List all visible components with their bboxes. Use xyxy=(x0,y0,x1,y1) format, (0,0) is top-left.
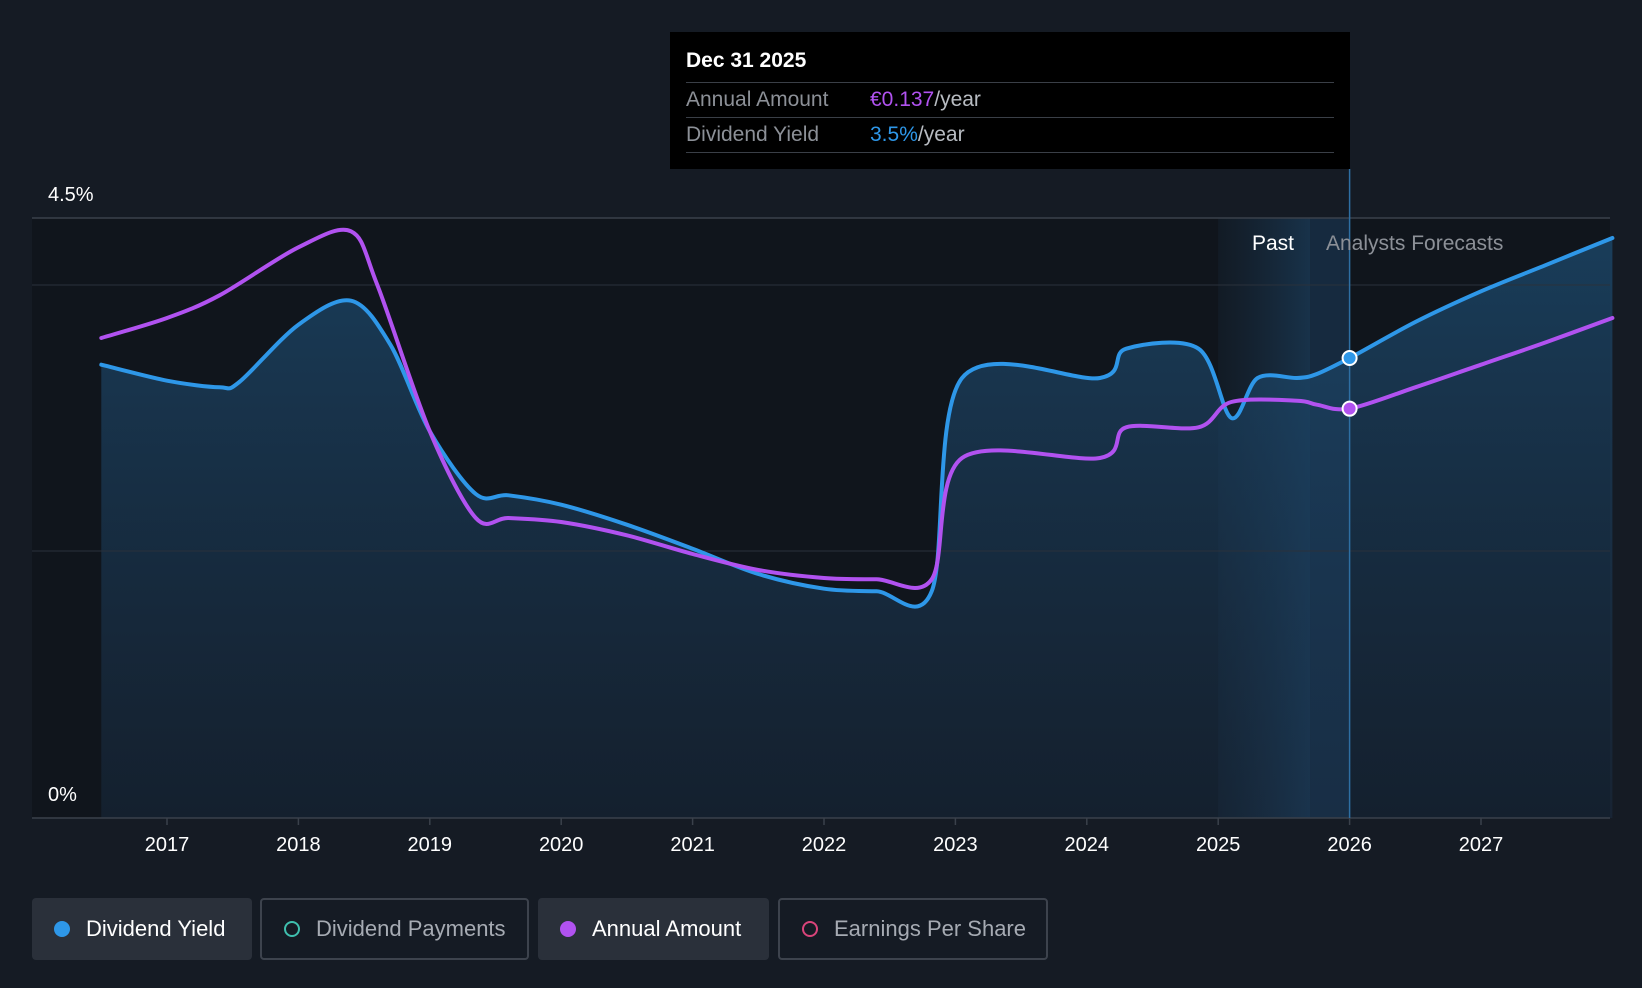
x-tick-label-2021: 2021 xyxy=(670,834,715,856)
y-axis-bottom-label: 0% xyxy=(48,784,77,806)
legend-dividend-yield[interactable]: Dividend Yield xyxy=(32,898,252,960)
dividend-yield-line xyxy=(99,236,1615,609)
legend-annual-amount[interactable]: Annual Amount xyxy=(538,898,769,960)
annual-amount-highlight-point[interactable] xyxy=(1341,400,1358,417)
forecast-region-label: Analysts Forecasts xyxy=(1326,232,1503,255)
x-tick-label-2017: 2017 xyxy=(145,834,190,856)
legend-earnings-per-share[interactable]: Earnings Per Share xyxy=(778,898,1048,960)
chart-tooltip: Dec 31 2025 Annual Amount €0.137 /year D… xyxy=(670,32,1350,169)
x-tick-label-2025: 2025 xyxy=(1196,834,1241,856)
tooltip-annual-unit: /year xyxy=(934,88,981,111)
earnings-per-share-ring-icon xyxy=(802,921,818,937)
annual-amount-line xyxy=(99,227,1615,590)
x-tick-label-2020: 2020 xyxy=(539,834,584,856)
tooltip-yield-label: Dividend Yield xyxy=(686,123,820,146)
tooltip-date: Dec 31 2025 xyxy=(686,49,807,72)
dividend-yield-area xyxy=(101,238,1613,818)
legend-dividend-payments-label: Dividend Payments xyxy=(316,916,506,941)
x-tick-label-2018: 2018 xyxy=(276,834,321,856)
dividend-yield-dot-icon xyxy=(54,921,70,937)
x-tick-label-2022: 2022 xyxy=(802,834,847,856)
x-tick-label-2019: 2019 xyxy=(408,834,453,856)
tooltip-annual-label: Annual Amount xyxy=(686,88,829,111)
x-tick-label-2027: 2027 xyxy=(1459,834,1504,856)
legend-dividend-payments[interactable]: Dividend Payments xyxy=(260,898,529,960)
annual-amount-dot-icon xyxy=(560,921,576,937)
x-tick-label-2026: 2026 xyxy=(1327,834,1372,856)
tooltip-annual-value: €0.137 xyxy=(870,88,935,111)
legend-dividend-yield-label: Dividend Yield xyxy=(86,916,226,941)
legend-earnings-per-share-label: Earnings Per Share xyxy=(834,916,1026,941)
tooltip-yield-unit: /year xyxy=(917,123,965,146)
x-axis-ticks: 2017 2018 2019 2020 2021 2022 2023 2024 2025 2026… xyxy=(145,818,1504,856)
x-tick-label-2023: 2023 xyxy=(933,834,978,856)
tooltip-yield-value: 3.5% xyxy=(870,123,918,146)
tooltip-row-dividend-yield: Dividend Yield 3.5% /year xyxy=(686,117,1334,153)
dividend-payments-ring-icon xyxy=(284,921,300,937)
x-tick-label-2024: 2024 xyxy=(1065,834,1110,856)
dividend-yield-highlight-point[interactable] xyxy=(1341,350,1358,366)
y-axis-top-label: 4.5% xyxy=(48,184,94,206)
legend-annual-amount-label: Annual Amount xyxy=(592,916,742,941)
past-region-label: Past xyxy=(1252,232,1294,255)
tooltip-row-annual-amount: Annual Amount €0.137 /year xyxy=(686,82,1334,117)
